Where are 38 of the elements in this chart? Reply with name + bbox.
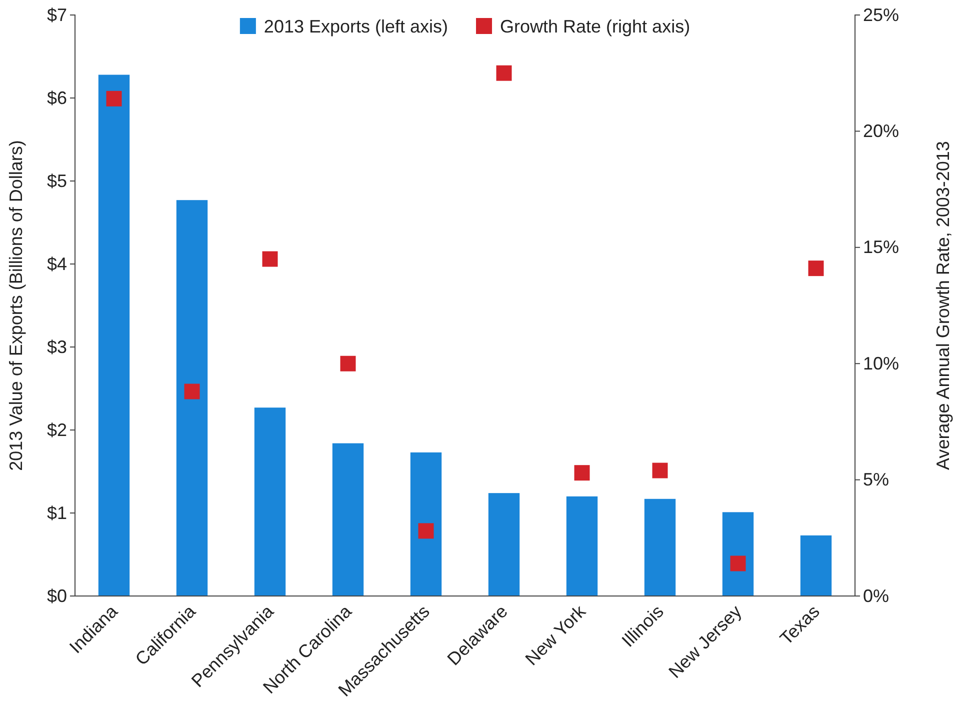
y2-tick-label: 25% (863, 4, 900, 25)
bar (254, 408, 286, 596)
bar (722, 512, 754, 596)
y-tick-label: $7 (46, 4, 67, 25)
legend-label: Growth Rate (right axis) (500, 16, 690, 36)
point (652, 462, 668, 478)
y2-tick-label: 20% (863, 120, 900, 141)
point (184, 384, 200, 400)
y-tick-label: $5 (46, 170, 67, 191)
bar (566, 496, 598, 596)
point (496, 65, 512, 81)
y-tick-label: $2 (46, 420, 67, 440)
point (340, 356, 356, 372)
point (262, 251, 278, 267)
y2-tick-label: 10% (863, 353, 900, 374)
bar (98, 74, 130, 596)
point (730, 556, 746, 572)
y-tick-label: $3 (46, 336, 67, 357)
bar (644, 498, 676, 596)
point (106, 90, 122, 106)
y-tick-label: $6 (46, 88, 67, 108)
bar (800, 535, 832, 596)
y2-tick-label: 0% (863, 586, 890, 606)
y-axis-title: 2013 Value of Exports (Billions of Dollars) (6, 140, 26, 471)
point (418, 523, 434, 539)
y2-axis-title: Average Annual Growth Rate, 2003-2013 (933, 141, 953, 470)
y-tick-label: $4 (46, 254, 67, 274)
bar (176, 200, 208, 596)
bar (410, 452, 442, 596)
bar (488, 493, 520, 596)
point (808, 260, 824, 276)
point (574, 465, 590, 481)
y-tick-label: $0 (46, 586, 67, 606)
legend-label: 2013 Exports (left axis) (264, 16, 448, 36)
y2-tick-label: 5% (863, 470, 890, 490)
y-tick-label: $1 (46, 502, 67, 523)
bar (332, 443, 364, 596)
y2-tick-label: 15% (863, 237, 900, 258)
